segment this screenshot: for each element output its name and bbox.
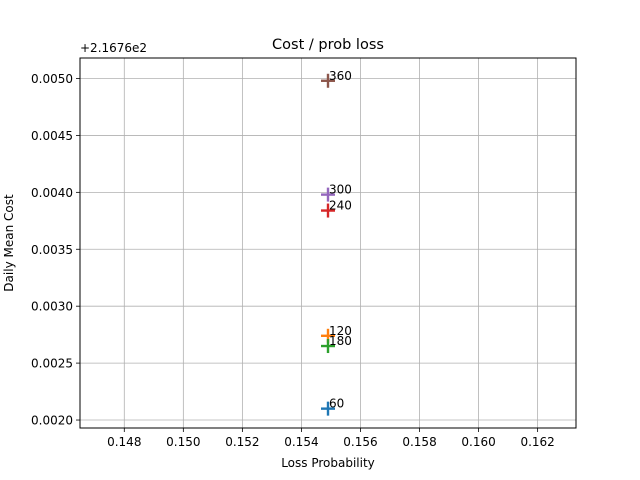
- data-point-180: [321, 339, 335, 354]
- y-offset-label: +2.1676e2: [80, 41, 147, 55]
- y-tick-label: 0.0045: [31, 129, 73, 143]
- x-tick-label: 0.148: [107, 435, 141, 449]
- y-tick-label: 0.0030: [31, 300, 73, 314]
- y-tick-label: 0.0050: [31, 72, 73, 86]
- y-tick-label: 0.0025: [31, 357, 73, 371]
- x-tick-label: 0.162: [520, 435, 554, 449]
- y-axis-ticks: 0.0020 0.0025 0.0030 0.0035 0.0040 0.0045 0.00…: [31, 72, 80, 428]
- data-point-60: [321, 401, 335, 416]
- chart-title: Cost / prob loss: [272, 37, 384, 53]
- y-tick-label: 0.0040: [31, 186, 73, 200]
- point-label: 60: [329, 397, 344, 411]
- y-tick-label: 0.0035: [31, 243, 73, 257]
- y-tick-label: 0.0020: [31, 414, 73, 428]
- x-tick-label: 0.150: [166, 435, 200, 449]
- x-axis-label: Loss Probability: [281, 456, 375, 470]
- point-label: 300: [329, 183, 352, 197]
- y-axis-label: Daily Mean Cost: [2, 194, 16, 292]
- x-tick-label: 0.152: [225, 435, 259, 449]
- point-label: 360: [329, 69, 352, 83]
- point-label: 120: [329, 324, 352, 338]
- x-axis-ticks: 0.148 0.150 0.152 0.154 0.156 0.158 0.160 0.162: [107, 428, 555, 449]
- data-point-300: [321, 187, 335, 202]
- data-point-360: [321, 73, 335, 88]
- point-label: 240: [329, 199, 352, 213]
- point-label: 180: [329, 334, 352, 348]
- x-tick-label: 0.154: [284, 435, 318, 449]
- x-tick-label: 0.160: [461, 435, 495, 449]
- plot-frame: [79, 57, 577, 429]
- x-tick-label: 0.156: [343, 435, 377, 449]
- x-tick-label: 0.158: [402, 435, 436, 449]
- data-point-240: [321, 203, 335, 218]
